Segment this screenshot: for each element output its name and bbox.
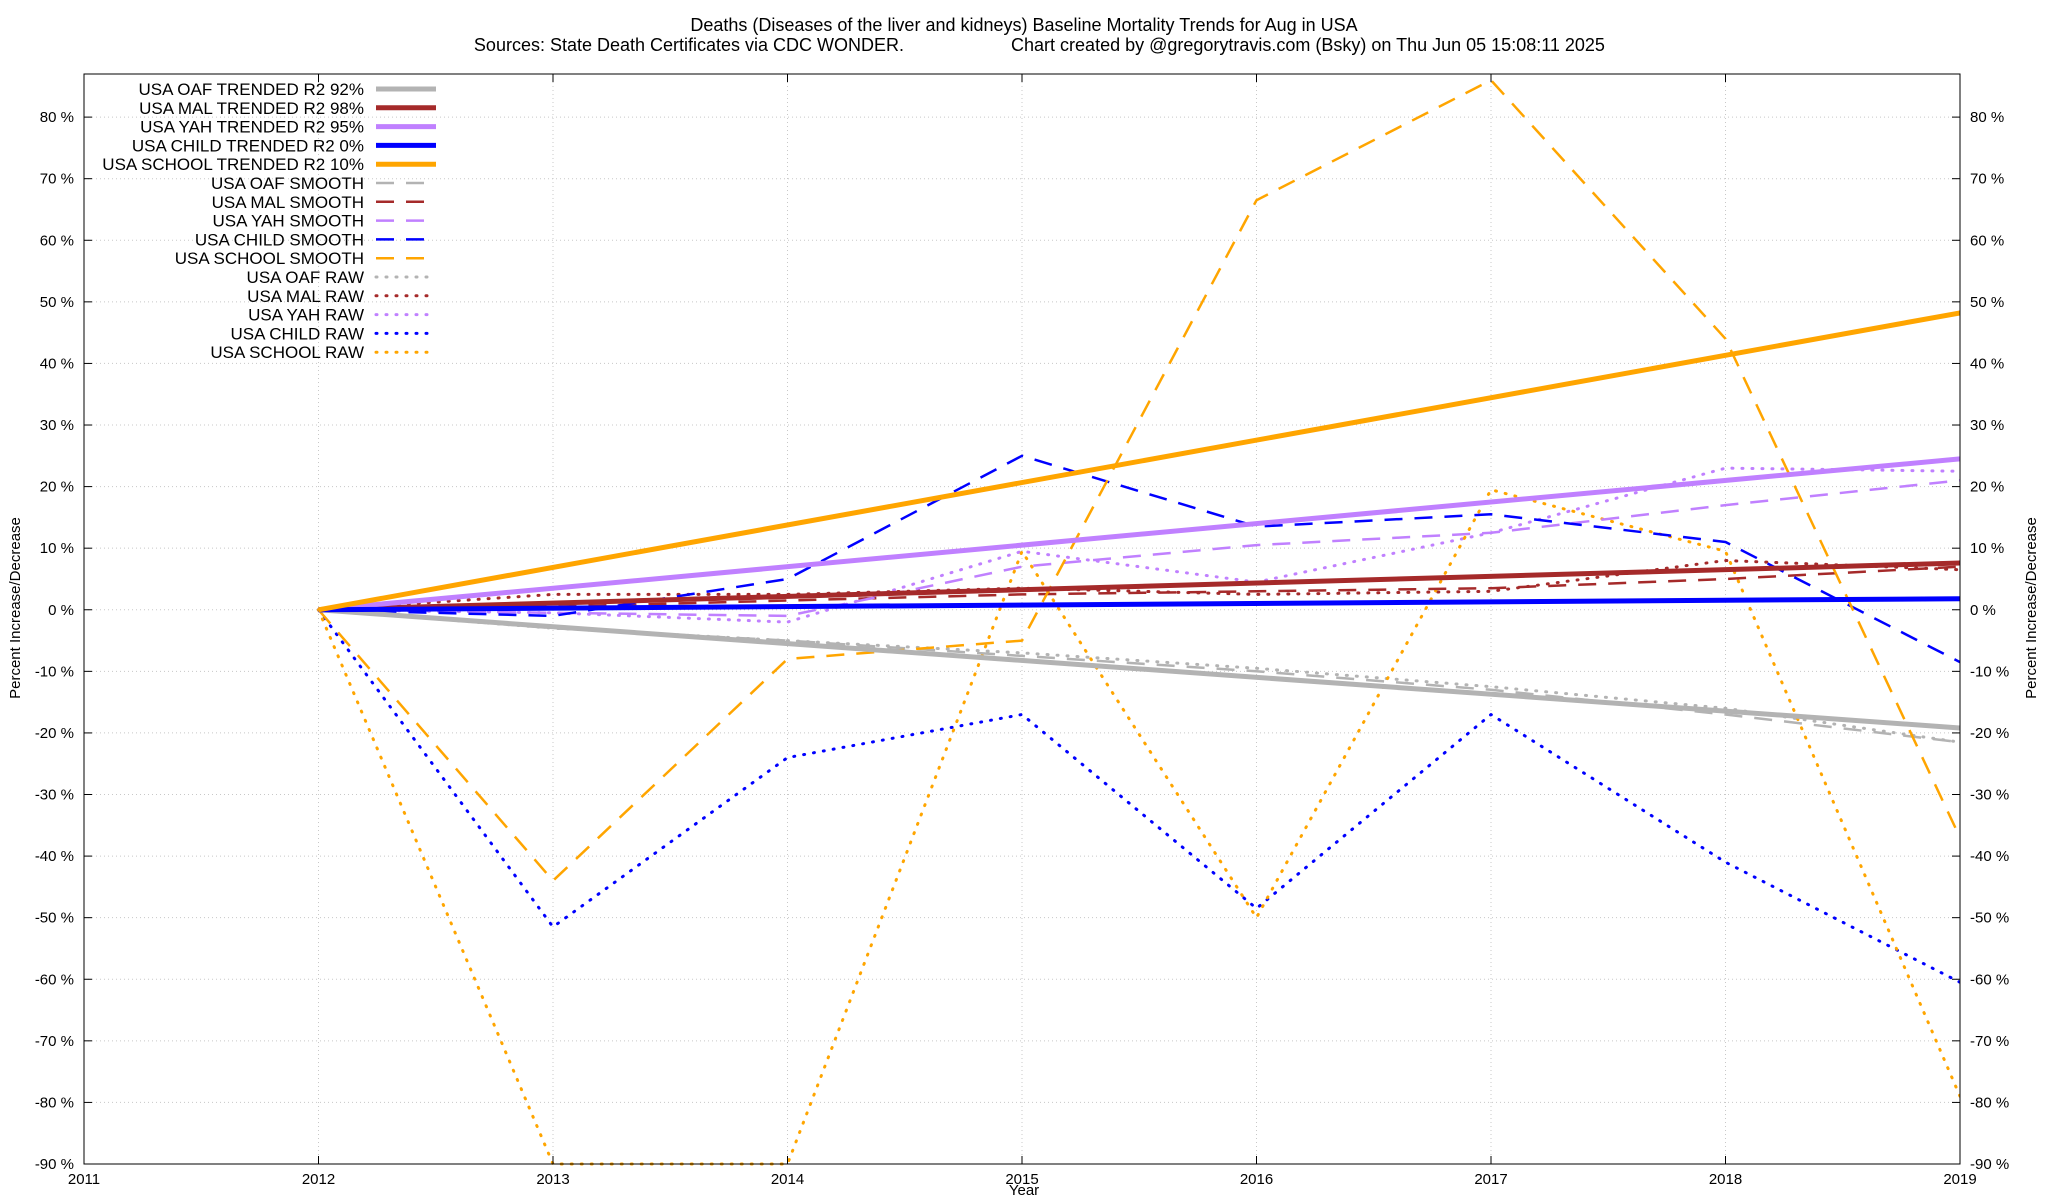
legend-label: USA YAH RAW <box>248 306 364 325</box>
y-tick-label-right: 0 % <box>1970 602 1996 619</box>
y-tick-label-left: -50 % <box>35 910 74 927</box>
y-tick-label-right: -30 % <box>1970 787 2009 804</box>
y-tick-label-left: 20 % <box>40 479 74 496</box>
series-line-usa-oaf-trended-r2-92 <box>318 607 1960 731</box>
y-tick-label-left: 50 % <box>40 294 74 311</box>
y-tick-label-left: -20 % <box>35 725 74 742</box>
y-tick-label-right: 40 % <box>1970 355 2004 372</box>
legend-label: USA CHILD SMOOTH <box>195 230 364 249</box>
y-axis-label-right: Percent Increase/Decrease <box>2023 517 2040 699</box>
series-line-usa-yah-raw <box>317 466 1960 624</box>
y-tick-label-right: -60 % <box>1970 971 2009 988</box>
y-tick-label-right: -50 % <box>1970 910 2009 927</box>
y-tick-label-left: 70 % <box>40 171 74 188</box>
y-tick-label-left: -60 % <box>35 971 74 988</box>
plot-border <box>83 73 1961 1165</box>
series-line-usa-yah-trended-r2-95 <box>318 456 1960 613</box>
x-tick-label: 2014 <box>771 1171 804 1188</box>
legend-label: USA OAF RAW <box>247 268 364 287</box>
y-tick-label-right: 50 % <box>1970 294 2004 311</box>
y-tick-label-right: 80 % <box>1970 109 2004 126</box>
x-tick-label: 2017 <box>1474 1171 1507 1188</box>
x-tick-label: 2012 <box>302 1171 335 1188</box>
chart-subtitle-source: Sources: State Death Certificates via CD… <box>474 35 904 55</box>
series-line-usa-child-raw <box>317 608 1960 984</box>
x-axis-label: Year <box>1009 1182 1039 1199</box>
y-tick-label-right: -20 % <box>1970 725 2009 742</box>
y-tick-label-left: 10 % <box>40 540 74 557</box>
legend-label: USA MAL SMOOTH <box>212 193 364 212</box>
legend-label: USA SCHOOL SMOOTH <box>175 249 364 268</box>
y-tick-label-right: 20 % <box>1970 479 2004 496</box>
y-tick-label-left: -30 % <box>35 787 74 804</box>
x-tick-label: 2015 <box>1005 1171 1038 1188</box>
legend-label: USA SCHOOL TRENDED R2 10% <box>102 155 364 174</box>
chart-title: Deaths (Diseases of the liver and kidney… <box>690 15 1357 35</box>
y-tick-label-right: -40 % <box>1970 848 2009 865</box>
x-tick-label: 2011 <box>68 1171 100 1188</box>
y-tick-label-right: 70 % <box>1970 171 2004 188</box>
y-tick-label-right: -90 % <box>1970 1156 2009 1173</box>
y-tick-label-right: -80 % <box>1970 1094 2009 1111</box>
legend-label: USA SCHOOL RAW <box>210 343 364 362</box>
plot-frame <box>83 73 1961 1165</box>
y-tick-label-left: -70 % <box>35 1033 74 1050</box>
series-line-usa-mal-raw <box>317 559 1960 612</box>
y-tick-label-left: -80 % <box>35 1094 74 1111</box>
y-tick-label-left: 0 % <box>48 602 74 619</box>
grid <box>84 74 1960 1164</box>
series-line-usa-oaf-raw <box>317 608 1960 744</box>
y-tick-label-right: 60 % <box>1970 232 2004 249</box>
y-axis-label-left: Percent Increase/Decrease <box>7 517 24 699</box>
legend-label: USA OAF SMOOTH <box>211 174 364 193</box>
x-tick-label: 2016 <box>1240 1171 1273 1188</box>
y-tick-label-left: 30 % <box>40 417 74 434</box>
y-tick-label-left: -40 % <box>35 848 74 865</box>
x-tick-label: 2019 <box>1943 1171 1976 1188</box>
y-tick-label-right: 30 % <box>1970 417 2004 434</box>
legend-label: USA YAH TRENDED R2 95% <box>140 118 364 137</box>
y-tick-label-right: -10 % <box>1970 663 2009 680</box>
legend-label: USA YAH SMOOTH <box>213 212 364 231</box>
x-tick-label: 2013 <box>536 1171 569 1188</box>
legend-label: USA CHILD TRENDED R2 0% <box>132 136 364 155</box>
y-tick-label-right: 10 % <box>1970 540 2004 557</box>
legend-label: USA MAL TRENDED R2 98% <box>139 99 364 118</box>
y-tick-label-left: 80 % <box>40 109 74 126</box>
y-tick-label-left: 40 % <box>40 355 74 372</box>
legend-label: USA OAF TRENDED R2 92% <box>139 80 364 99</box>
y-tick-label-right: -70 % <box>1970 1033 2009 1050</box>
series-layer <box>317 78 1960 1166</box>
chart-subtitle-credit: Chart created by @gregorytravis.com (Bsk… <box>1011 35 1605 55</box>
series-line-usa-yah-smooth <box>318 479 1960 618</box>
series-line-usa-school-trended-r2-10 <box>318 310 1960 613</box>
legend-label: USA CHILD RAW <box>230 324 364 343</box>
series-line-usa-mal-trended-r2-98 <box>318 560 1960 613</box>
series-line-usa-child-trended-r2-0 <box>318 596 1960 613</box>
y-tick-label-left: -90 % <box>35 1156 74 1173</box>
legend: USA OAF TRENDED R2 92%USA MAL TRENDED R2… <box>102 80 438 362</box>
tick-labels: 2011 2012 2013 2014 2015 2016 2017 2018 2019 80 %… <box>35 109 2009 1188</box>
x-tick-label: 2018 <box>1709 1171 1742 1188</box>
legend-label: USA MAL RAW <box>247 287 364 306</box>
y-tick-label-left: -10 % <box>35 663 74 680</box>
y-tick-label-left: 60 % <box>40 232 74 249</box>
